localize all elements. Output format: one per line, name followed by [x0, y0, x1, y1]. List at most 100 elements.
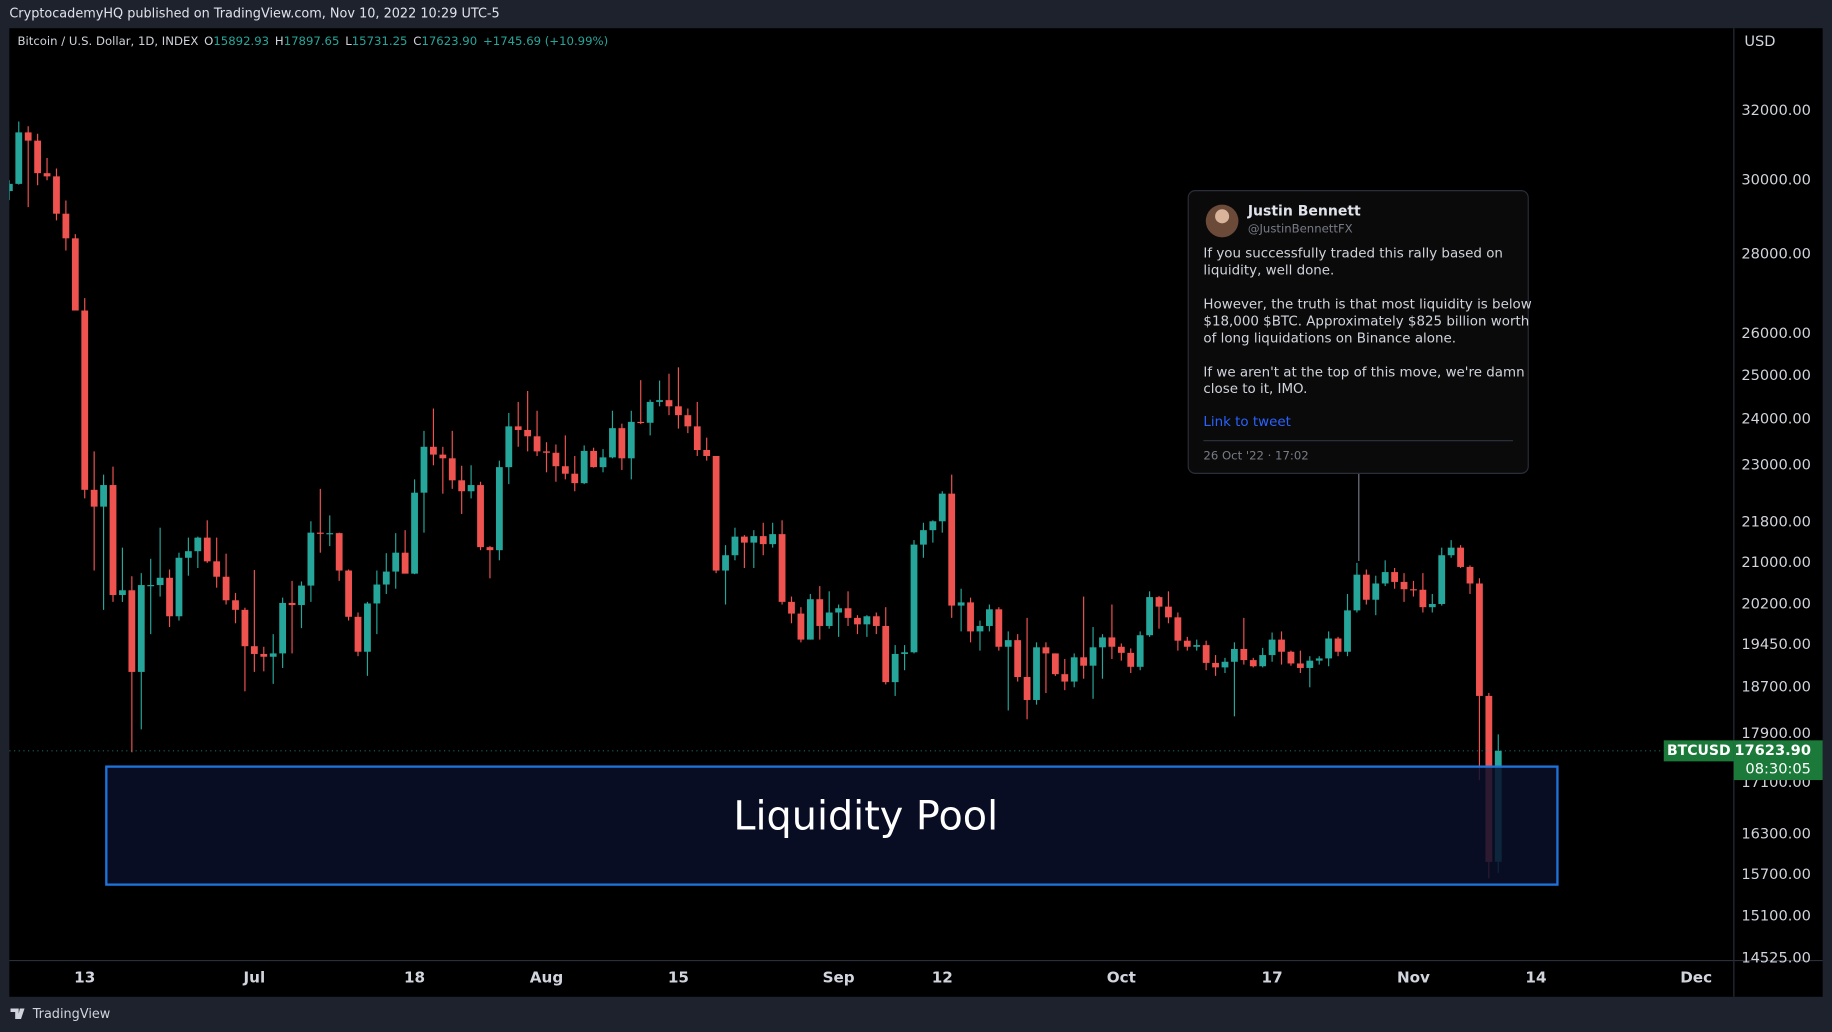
candle-body [477, 485, 484, 548]
candle-body [910, 544, 918, 653]
tweet-link[interactable]: Link to tweet [1203, 415, 1291, 430]
candle-body [599, 457, 607, 468]
quote-value: 15731.25 [352, 34, 408, 48]
candle-body [901, 652, 908, 654]
tweet-text: $18,000 $BTC. Approximately $825 billion… [1203, 314, 1529, 329]
candle-body [778, 534, 786, 602]
candle-body [1089, 647, 1097, 666]
quote-value: 15892.93 [213, 34, 269, 48]
quote-key: O [204, 34, 213, 48]
brand-logo [10, 1008, 25, 1019]
candle-body [863, 616, 871, 625]
candle-body [948, 493, 956, 606]
candle-body [646, 401, 654, 423]
candle-body [1296, 663, 1304, 668]
candle-body [750, 536, 758, 543]
candle-body [590, 450, 597, 468]
candle-body [392, 552, 400, 572]
x-tick-label: Aug [530, 969, 563, 987]
candle-body [1249, 660, 1257, 667]
candle-body [43, 173, 51, 177]
candle-body [1193, 645, 1201, 647]
candle-body [71, 238, 79, 311]
y-tick-label: 14525.00 [1741, 949, 1811, 966]
candle-body [448, 458, 456, 481]
candle-body [571, 473, 579, 484]
candle-body [109, 485, 117, 596]
price-tag [1733, 740, 1823, 781]
candle-body [401, 552, 409, 574]
candle-body [185, 551, 192, 558]
candle-body [147, 585, 155, 587]
candle-body [156, 577, 164, 586]
tweet-text: If we aren't at the top of this move, we… [1203, 365, 1524, 380]
candle-body [1023, 677, 1031, 700]
candle-body [835, 608, 843, 613]
tweet-author: Justin Bennett [1247, 204, 1361, 220]
candle-body [1325, 638, 1333, 659]
candle-body [316, 532, 324, 534]
candle-body [844, 608, 852, 618]
symbol-tag [1663, 740, 1734, 762]
x-tick-label: Jul [243, 969, 266, 987]
candle-body [957, 602, 965, 606]
y-tick-label: 21000.00 [1741, 554, 1811, 571]
candle-body [722, 555, 729, 571]
candle-body [986, 609, 993, 626]
candle-body [1344, 610, 1351, 652]
candle-body [1438, 555, 1446, 604]
y-tick-label: 15100.00 [1741, 908, 1811, 925]
tweet-text: liquidity, well done. [1203, 264, 1334, 279]
y-tick-label: 32000.00 [1741, 102, 1811, 119]
y-tick-label: 26000.00 [1741, 325, 1811, 342]
candle-body [467, 485, 475, 492]
y-tick-label: 20200.00 [1741, 596, 1811, 613]
candle-body [1410, 589, 1417, 591]
tweet-text: However, the truth is that most liquidit… [1203, 298, 1531, 313]
candle-body [1372, 583, 1380, 600]
candle-body [1362, 574, 1370, 600]
y-tick-label: 23000.00 [1741, 456, 1811, 473]
candle-body [1136, 635, 1144, 667]
candle-body [137, 585, 145, 672]
candle-body [1127, 652, 1135, 667]
candle-body [269, 653, 277, 657]
y-tick-label: 21800.00 [1741, 514, 1811, 531]
candle-body [1268, 639, 1276, 656]
candle-body [1061, 674, 1069, 682]
tweet-card: Justin Bennett @JustinBennettFX Link to … [1187, 190, 1532, 561]
x-tick-label: Nov [1397, 969, 1430, 987]
candle-body [1099, 637, 1106, 648]
change: +1745.69 (+10.99%) [483, 34, 608, 48]
x-tick-label: 15 [668, 969, 689, 987]
avatar-face [1215, 209, 1230, 224]
candle-body [1476, 583, 1483, 696]
candle-body [128, 590, 136, 672]
candle-body [759, 536, 767, 545]
candle-body [505, 426, 513, 468]
candle-body [1231, 648, 1238, 662]
candle-body [1183, 640, 1191, 647]
y-tick-label: 17900.00 [1741, 725, 1811, 742]
candle-body [222, 576, 230, 601]
candle-body [769, 534, 777, 545]
candle-body [1353, 574, 1361, 611]
countdown-label: 08:30:05 [1745, 761, 1811, 778]
candle-body [524, 429, 532, 437]
candle-body [806, 599, 814, 640]
price-tag-label: 17623.90 [1734, 742, 1811, 759]
quote-key: H [275, 34, 284, 48]
candle-body [345, 570, 352, 617]
candle-body [1014, 640, 1022, 678]
candle-body [665, 400, 673, 407]
candle-body [1202, 645, 1210, 663]
quote-key: L [345, 34, 352, 48]
quote-value: 17897.65 [284, 34, 340, 48]
y-tick-label: 25000.00 [1741, 367, 1811, 384]
candle-body [495, 467, 503, 551]
x-tick-label: Sep [823, 969, 855, 987]
y-tick-label: 24000.00 [1741, 411, 1811, 428]
candle-body [1428, 603, 1436, 608]
currency: USD [1744, 33, 1775, 50]
